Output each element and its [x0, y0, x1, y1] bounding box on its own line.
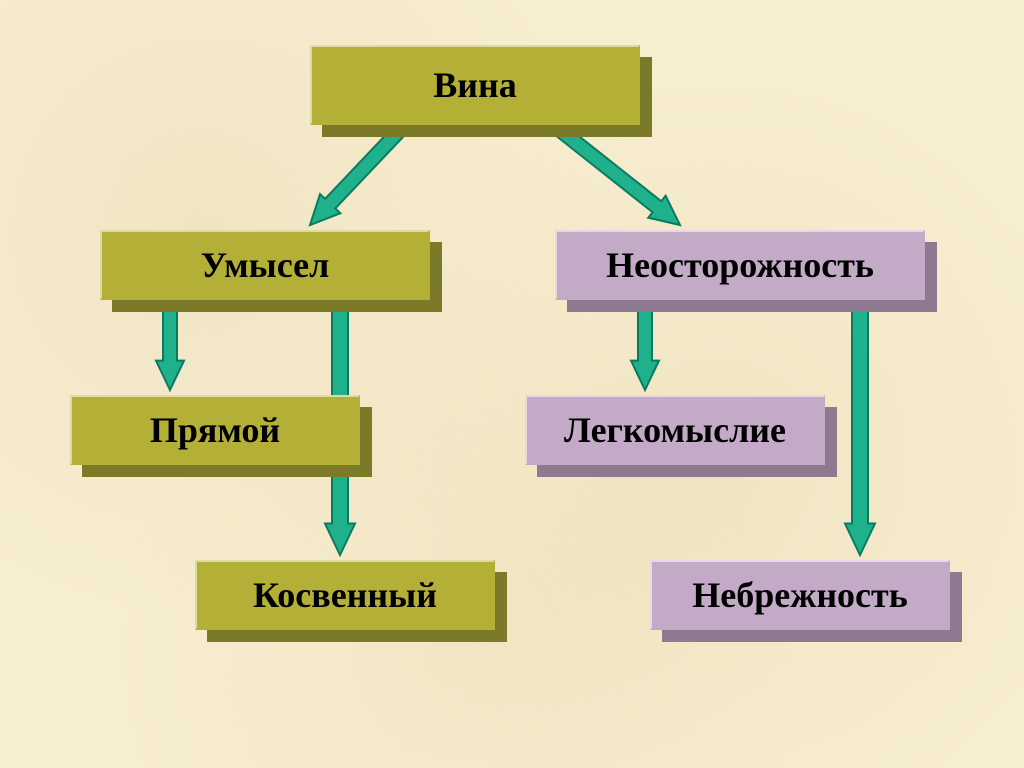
- node-nebrezhnost: Небрежность: [650, 560, 950, 630]
- node-legkomyslie: Легкомыслие: [525, 395, 825, 465]
- node-vina: Вина: [310, 45, 640, 125]
- node-kosvenny: Косвенный: [195, 560, 495, 630]
- arrow-umysel-pryamoi: [156, 305, 184, 390]
- node-umysel: Умысел: [100, 230, 430, 300]
- arrow-neostor-legkomyslie: [631, 305, 659, 390]
- arrow-vina-neostor: [556, 125, 680, 225]
- node-neostor: Неосторожность: [555, 230, 925, 300]
- arrow-vina-umysel: [310, 125, 405, 225]
- node-pryamoi: Прямой: [70, 395, 360, 465]
- diagram-canvas: Вина Умысел Неосторожность Прямой Легкомысли…: [0, 0, 1024, 768]
- arrow-neostor-nebrezhnost: [845, 305, 875, 555]
